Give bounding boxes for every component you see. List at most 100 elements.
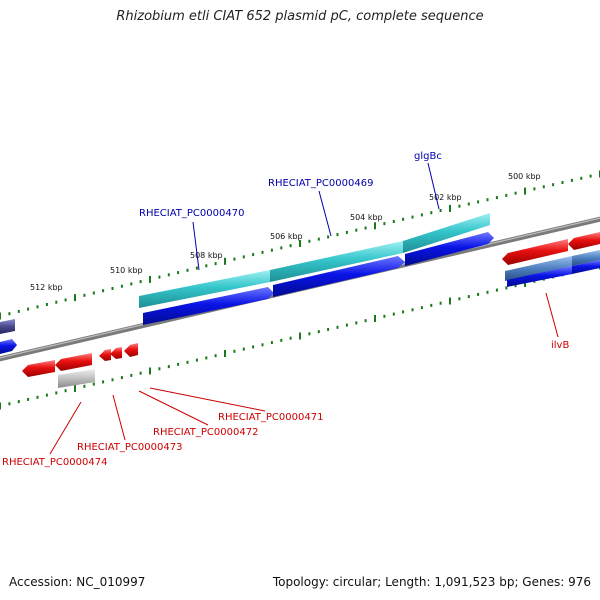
outer-ruler-dot <box>36 305 39 309</box>
outer-ruler-dot <box>205 264 208 268</box>
outer-ruler-dot <box>280 246 283 250</box>
page-title: Rhizobium etli CIAT 652 plasmid pC, comp… <box>116 9 484 24</box>
callout-line-rheciat-pc0000470 <box>192 221 200 271</box>
gene-label-rheciat-pc0000469[interactable]: RHECIAT_PC0000469 <box>268 178 373 189</box>
gene-rheciat-pc0000470-outer[interactable] <box>139 270 270 308</box>
gene-right-blue-2[interactable] <box>572 260 600 274</box>
outer-ruler-dot <box>533 187 536 191</box>
gene-rheciat-pc0000471[interactable] <box>124 343 138 357</box>
inner-ruler-dot <box>158 367 161 371</box>
outer-ruler-dot <box>27 307 30 311</box>
outer-ruler-dot <box>167 273 170 277</box>
inner-ruler-dot <box>477 292 480 296</box>
inner-ruler-dot <box>139 371 142 375</box>
inner-ruler-dot <box>308 332 311 336</box>
gene-label-ilvb[interactable]: ilvB <box>551 340 569 351</box>
outer-ruler-dot <box>242 255 245 259</box>
gene-label-glgbc[interactable]: glgBc <box>414 151 442 162</box>
outer-ruler-dot <box>317 237 320 241</box>
inner-ruler-dot <box>495 288 498 292</box>
outer-ruler-dot <box>186 268 189 272</box>
outer-ruler-dot <box>270 248 273 252</box>
outer-ruler-dot <box>383 222 386 226</box>
inner-ruler-dot <box>280 338 283 342</box>
callout-line-rheciat-pc0000472 <box>138 390 209 426</box>
gene-rheciat-pc0000469[interactable] <box>273 256 405 297</box>
outer-ruler-dot <box>439 209 442 212</box>
inner-ruler-dot <box>214 354 217 358</box>
gene-label-rheciat-pc0000474[interactable]: RHECIAT_PC0000474 <box>2 457 107 468</box>
ruler-label-512: 512 kbp <box>30 283 63 292</box>
gene-label-rheciat-pc0000473[interactable]: RHECIAT_PC0000473 <box>77 442 182 453</box>
gene-right-steel[interactable] <box>505 256 572 281</box>
gene-rheciat-pc0000470[interactable] <box>143 287 274 325</box>
gene-ilvb[interactable] <box>502 239 568 265</box>
gene-right-steel-2[interactable] <box>572 250 600 266</box>
accession-text: Accession: NC_010997 <box>9 575 146 589</box>
outer-ruler-dot <box>580 176 583 180</box>
outer-ruler-dot <box>120 284 123 288</box>
inner-ruler-dot <box>111 378 114 382</box>
ruler-label-500: 500 kbp <box>508 172 541 181</box>
inner-ruler-dot <box>458 297 461 301</box>
gene-label-rheciat-pc0000472[interactable]: RHECIAT_PC0000472 <box>153 427 258 438</box>
inner-ruler-dot <box>317 330 320 334</box>
gene-rheciat-pc0000469-outer[interactable] <box>270 241 403 282</box>
gene-right-red-2[interactable] <box>568 232 600 250</box>
inner-ruler-major-tick <box>74 385 76 392</box>
inner-ruler-dot <box>45 393 48 397</box>
inner-ruler-dot <box>8 402 11 406</box>
inner-ruler-dot <box>83 384 86 388</box>
gene-label-rheciat-pc0000471[interactable]: RHECIAT_PC0000471 <box>218 412 323 423</box>
outer-ruler-dot <box>177 271 180 275</box>
gene-glgbc[interactable] <box>405 232 494 266</box>
inner-ruler-major-tick <box>374 315 376 322</box>
outer-ruler-dot <box>252 253 255 257</box>
gene-rheciat-pc0000472-a[interactable] <box>99 349 111 361</box>
inner-ruler-dot <box>177 362 180 366</box>
inner-ruler-dot <box>383 314 386 318</box>
outer-ruler-dot <box>130 282 133 286</box>
ruler-label-504: 504 kbp <box>350 213 383 222</box>
inner-ruler-dot <box>233 349 236 353</box>
gene-grey-block[interactable] <box>58 369 95 388</box>
outer-ruler-dot <box>552 183 555 187</box>
inner-ruler-dot <box>17 400 20 404</box>
inner-ruler-dot <box>261 343 264 347</box>
gene-rheciat-pc0000473[interactable] <box>55 353 92 371</box>
gene-left-edge-outer[interactable] <box>0 319 15 334</box>
outer-ruler-dot <box>139 280 142 284</box>
outer-ruler-dot <box>514 191 517 195</box>
gene-rheciat-pc0000472-b[interactable] <box>110 347 122 359</box>
inner-ruler-dot <box>420 306 423 310</box>
inner-ruler-dot <box>130 373 133 377</box>
outer-ruler-major-tick <box>524 187 526 195</box>
inner-ruler-dot <box>439 301 442 305</box>
outer-ruler-dot <box>345 230 348 234</box>
inner-ruler-dot <box>242 347 245 351</box>
gene-left-edge-inner[interactable] <box>0 339 17 354</box>
outer-ruler-dot <box>55 300 58 304</box>
inner-ruler-dot <box>270 341 273 345</box>
callout-line-rheciat-pc0000473 <box>112 394 126 441</box>
topology-summary: Topology: circular; Length: 1,091,523 bp… <box>272 575 591 589</box>
outer-ruler-dot <box>233 257 236 261</box>
inner-ruler-dot <box>467 295 470 299</box>
outer-ruler-dot <box>195 266 198 270</box>
outer-ruler-dot <box>261 250 264 254</box>
inner-ruler-dot <box>411 308 414 312</box>
outer-ruler-major-tick <box>374 222 376 230</box>
inner-ruler-dot <box>36 395 39 399</box>
outer-ruler-dot <box>467 202 470 206</box>
gene-label-rheciat-pc0000470[interactable]: RHECIAT_PC0000470 <box>139 208 244 219</box>
outer-ruler-dot <box>308 239 311 243</box>
outer-ruler-major-tick <box>149 275 151 283</box>
inner-ruler-major-tick <box>449 297 451 305</box>
outer-ruler-dot <box>542 185 545 189</box>
inner-ruler-dot <box>102 380 105 384</box>
gene-right-blue[interactable] <box>507 266 572 287</box>
gene-glgbc-outer[interactable] <box>403 213 490 253</box>
inner-ruler-dot <box>505 286 508 290</box>
callout-line-rheciat-pc0000474 <box>49 401 82 455</box>
gene-rheciat-pc0000474[interactable] <box>22 360 55 377</box>
